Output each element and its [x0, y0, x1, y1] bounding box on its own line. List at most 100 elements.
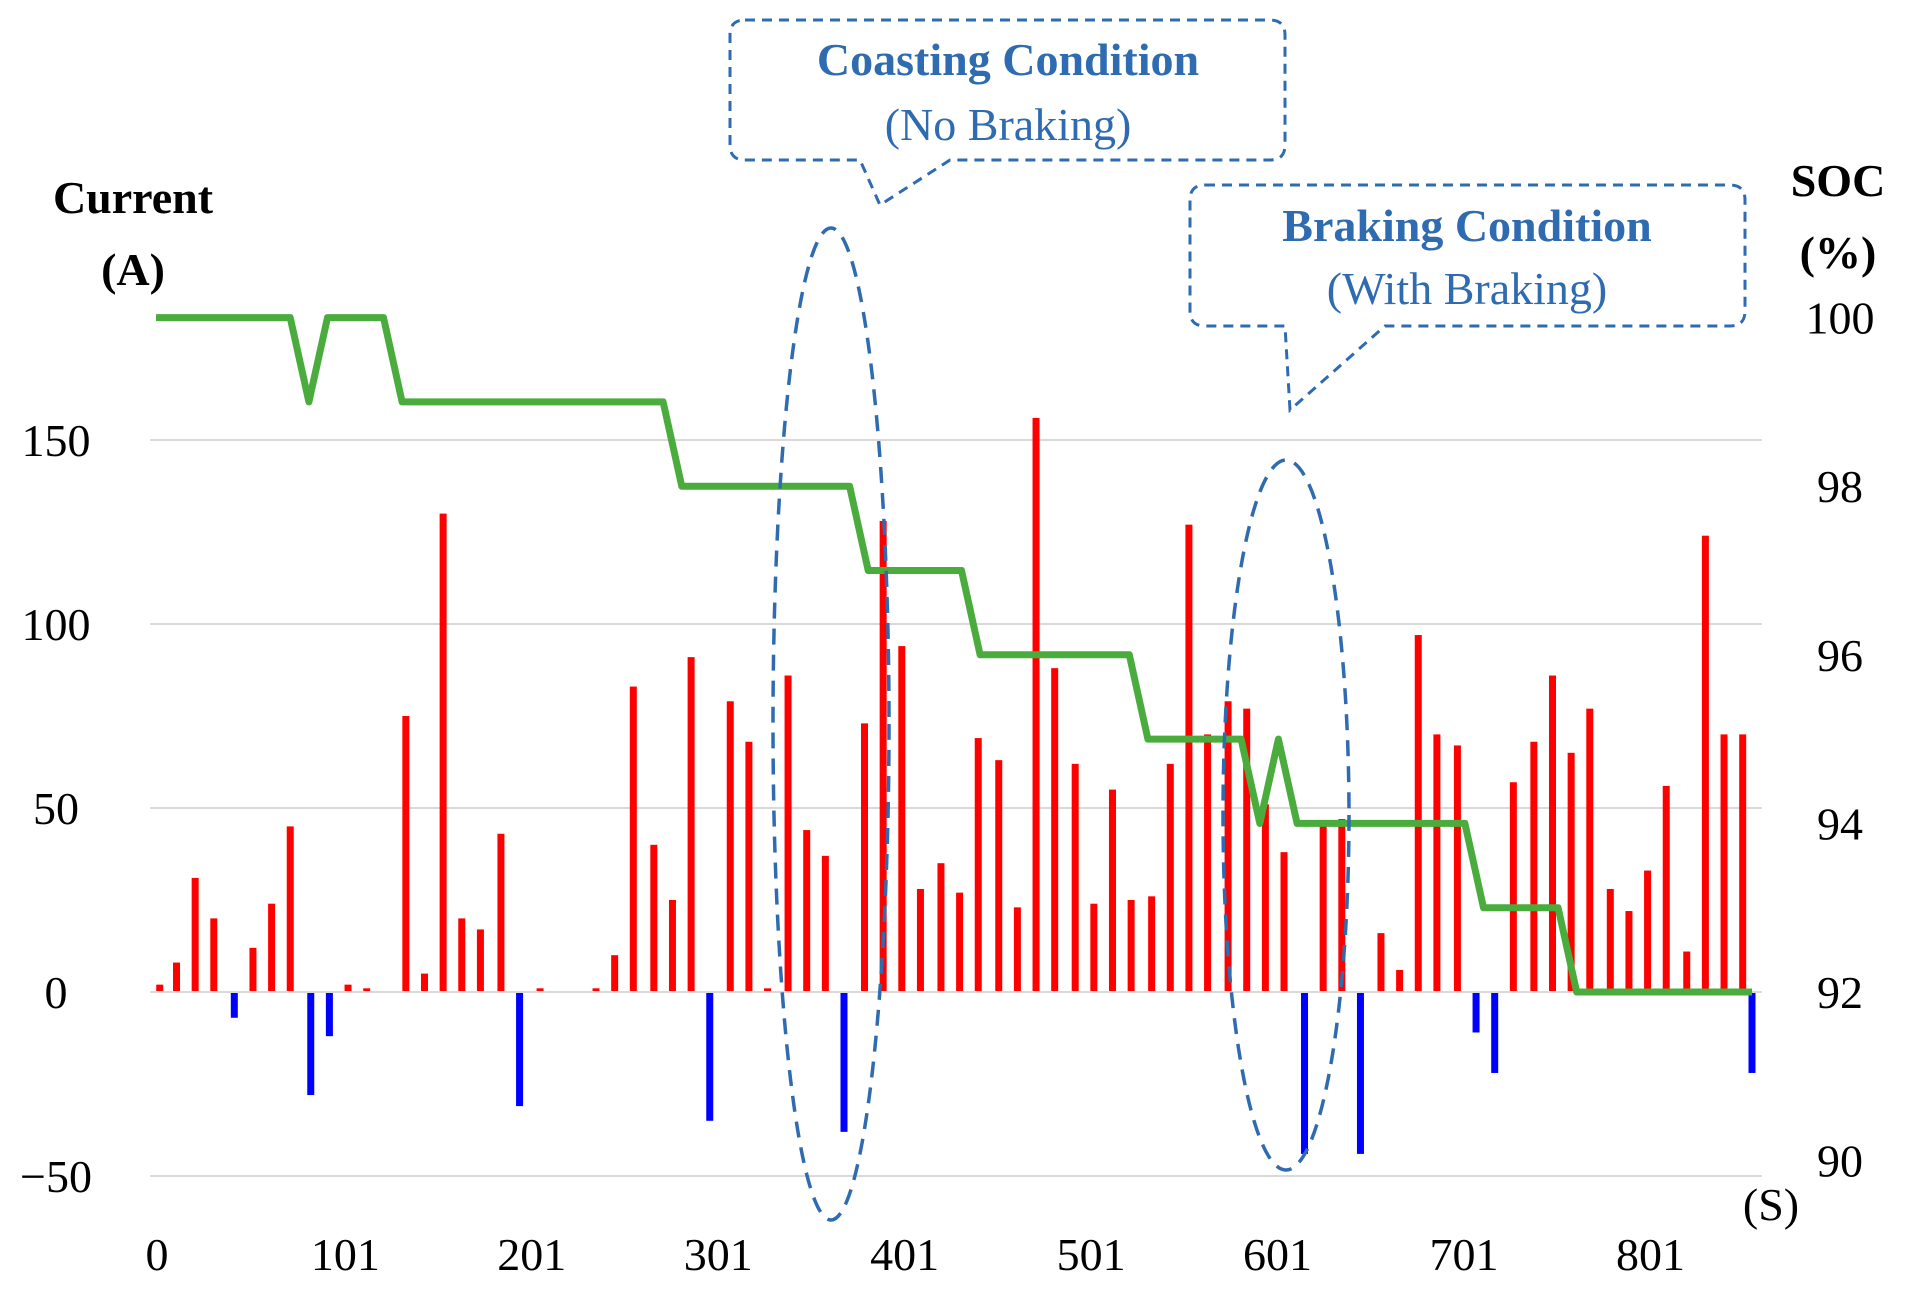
current-bar [937, 863, 945, 992]
current-bar [1319, 822, 1327, 992]
gridlines [150, 439, 1762, 1177]
current-bar [745, 741, 753, 992]
current-bar [1606, 888, 1614, 992]
current-bar [1414, 635, 1422, 992]
x-tick-label: 201 [497, 1229, 566, 1280]
x-tick-label: 501 [1057, 1229, 1126, 1280]
left-axis-title-line2: (A) [101, 244, 165, 295]
braking-callout-subtitle: (With Braking) [1327, 263, 1607, 314]
current-bar [1377, 933, 1385, 992]
current-bar [1739, 734, 1747, 992]
current-bar [1148, 896, 1156, 992]
current-bar [439, 513, 447, 992]
braking-callout-title: Braking Condition [1282, 200, 1651, 251]
x-tick-label: 701 [1430, 1229, 1499, 1280]
current-bar [687, 657, 695, 992]
soc-line [156, 314, 1752, 996]
current-bar [1509, 782, 1517, 992]
current-bar [1166, 763, 1174, 992]
coasting-callout-subtitle: (No Braking) [885, 99, 1132, 150]
left-tick-label: 150 [22, 415, 91, 466]
current-bar [402, 716, 410, 992]
current-bar [536, 988, 544, 992]
current-bar [956, 892, 964, 992]
current-bar [497, 833, 505, 992]
current-bar [706, 992, 714, 1121]
right-tick-label: 98 [1817, 461, 1863, 512]
right-axis-title-line2: (%) [1800, 227, 1877, 278]
braking-callout: Braking Condition (With Braking) [1188, 183, 1747, 1172]
right-tick-label: 92 [1817, 967, 1863, 1018]
left-tick-label: 50 [33, 783, 79, 834]
current-bar [592, 988, 600, 992]
current-bar [1243, 708, 1251, 992]
current-bar [1530, 741, 1538, 992]
x-tick-label: 601 [1243, 1229, 1312, 1280]
current-bar [1090, 903, 1098, 992]
right-axis-title-line1: SOC [1791, 155, 1886, 206]
x-tick-label: 301 [684, 1229, 753, 1280]
current-bar [1185, 524, 1193, 992]
current-bar [1433, 734, 1441, 992]
left-tick-label: 100 [22, 599, 91, 650]
right-axis-ticks: 90 92 94 96 98 100 [1806, 293, 1875, 1187]
current-bar [803, 830, 811, 992]
current-bar [1625, 911, 1633, 992]
current-bar [629, 686, 637, 992]
braking-ellipse [1221, 458, 1351, 1172]
current-bar [249, 947, 257, 992]
right-tick-label: 100 [1806, 293, 1875, 344]
left-axis-title-line1: Current [53, 172, 214, 223]
current-bar [879, 520, 887, 992]
current-bars [156, 417, 1756, 1154]
x-tick-label: 801 [1616, 1229, 1685, 1280]
current-bar [363, 988, 371, 992]
coasting-callout-title: Coasting Condition [817, 34, 1199, 85]
current-bar [1356, 992, 1364, 1154]
current-bar [1108, 789, 1116, 992]
current-bar [458, 918, 466, 992]
current-bar [1549, 675, 1556, 992]
right-tick-label: 90 [1817, 1136, 1863, 1187]
current-bar [1204, 734, 1212, 992]
current-bar [1280, 852, 1288, 992]
current-bar [650, 844, 658, 992]
current-bar [307, 992, 315, 1096]
current-bar [286, 826, 294, 992]
coasting-callout: Coasting Condition (No Braking) [728, 18, 1287, 1222]
current-bar [668, 900, 676, 992]
current-bar [611, 955, 619, 992]
current-bar [476, 929, 484, 992]
current-bar [344, 984, 352, 992]
current-bar [1261, 804, 1269, 992]
current-bar [1301, 992, 1309, 1154]
current-bar [1567, 752, 1575, 992]
current-bar [1720, 734, 1728, 992]
current-bar [995, 760, 1003, 992]
current-bar [1644, 870, 1652, 992]
current-bar [173, 962, 181, 992]
right-tick-label: 96 [1817, 630, 1863, 681]
current-bar [156, 984, 164, 992]
braking-callout-box [1188, 183, 1747, 414]
current-bar [1127, 900, 1135, 992]
current-bar [268, 903, 276, 992]
current-bar [191, 877, 199, 992]
current-bar [1662, 785, 1670, 992]
x-tick-label: 101 [311, 1229, 380, 1280]
current-bar [420, 973, 428, 992]
current-bar [916, 888, 924, 992]
current-bar [1748, 992, 1756, 1073]
left-tick-label: 0 [45, 967, 68, 1018]
current-bar [861, 723, 869, 992]
current-bar [1491, 992, 1499, 1073]
current-bar [764, 988, 772, 992]
right-tick-label: 94 [1817, 798, 1863, 849]
current-bar [1013, 907, 1021, 992]
current-bar [210, 918, 218, 992]
current-bar [516, 992, 524, 1107]
current-bar [974, 738, 982, 992]
current-bar [1453, 745, 1461, 992]
current-bar [1683, 951, 1691, 992]
